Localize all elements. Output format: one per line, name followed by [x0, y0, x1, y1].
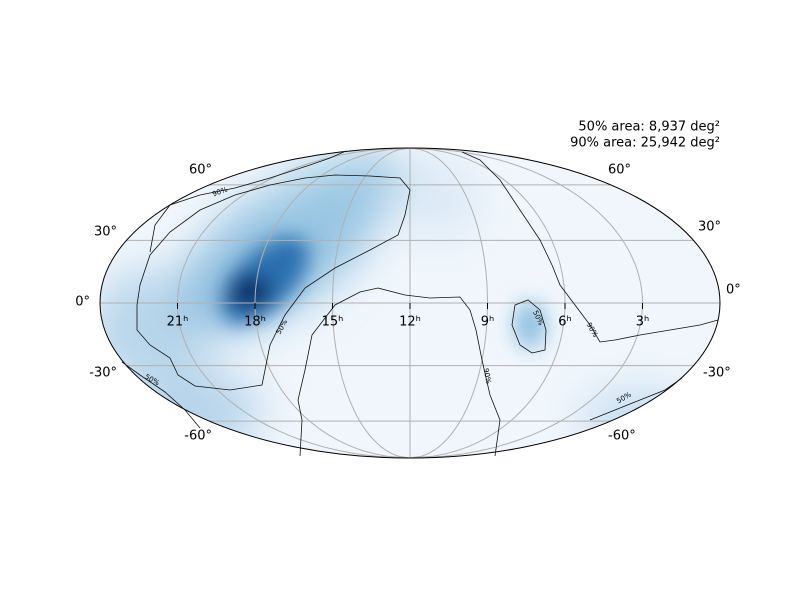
area-annotation: 50% area: 8,937 deg²	[578, 120, 720, 135]
lat-label: 30°	[698, 220, 721, 235]
ra-label: 15ʰ	[322, 315, 344, 330]
contour-label: 90%	[482, 368, 493, 385]
ra-label: 9ʰ	[481, 315, 495, 330]
map-border	[99, 147, 721, 459]
lat-label: -60°	[608, 429, 636, 444]
area-annotation: 90% area: 25,942 deg²	[570, 136, 720, 151]
contour-90	[149, 150, 347, 253]
lat-label: 60°	[189, 163, 212, 178]
ra-label: 3ʰ	[636, 315, 650, 330]
contour-50	[136, 174, 411, 391]
lat-label: 60°	[608, 163, 631, 178]
lat-label: -30°	[703, 366, 731, 381]
ra-label: 12ʰ	[399, 315, 421, 330]
contour-50	[121, 361, 201, 429]
contour-50	[589, 377, 683, 421]
ra-label: 6ʰ	[558, 315, 572, 330]
contour-90	[297, 287, 501, 457]
lat-label: 0°	[726, 283, 741, 298]
lat-label: -30°	[89, 366, 117, 381]
contours	[121, 150, 719, 457]
lat-label: -60°	[184, 429, 212, 444]
ra-labels: 21ʰ 18ʰ 15ʰ 12ʰ 9ʰ 6ʰ 3ʰ	[167, 303, 650, 330]
lat-label: 30°	[94, 225, 117, 240]
ra-label: 21ʰ	[167, 315, 189, 330]
contour-90	[461, 151, 719, 343]
contour-50	[511, 299, 547, 354]
lat-label: 0°	[75, 295, 90, 310]
ra-label: 18ʰ	[244, 315, 266, 330]
